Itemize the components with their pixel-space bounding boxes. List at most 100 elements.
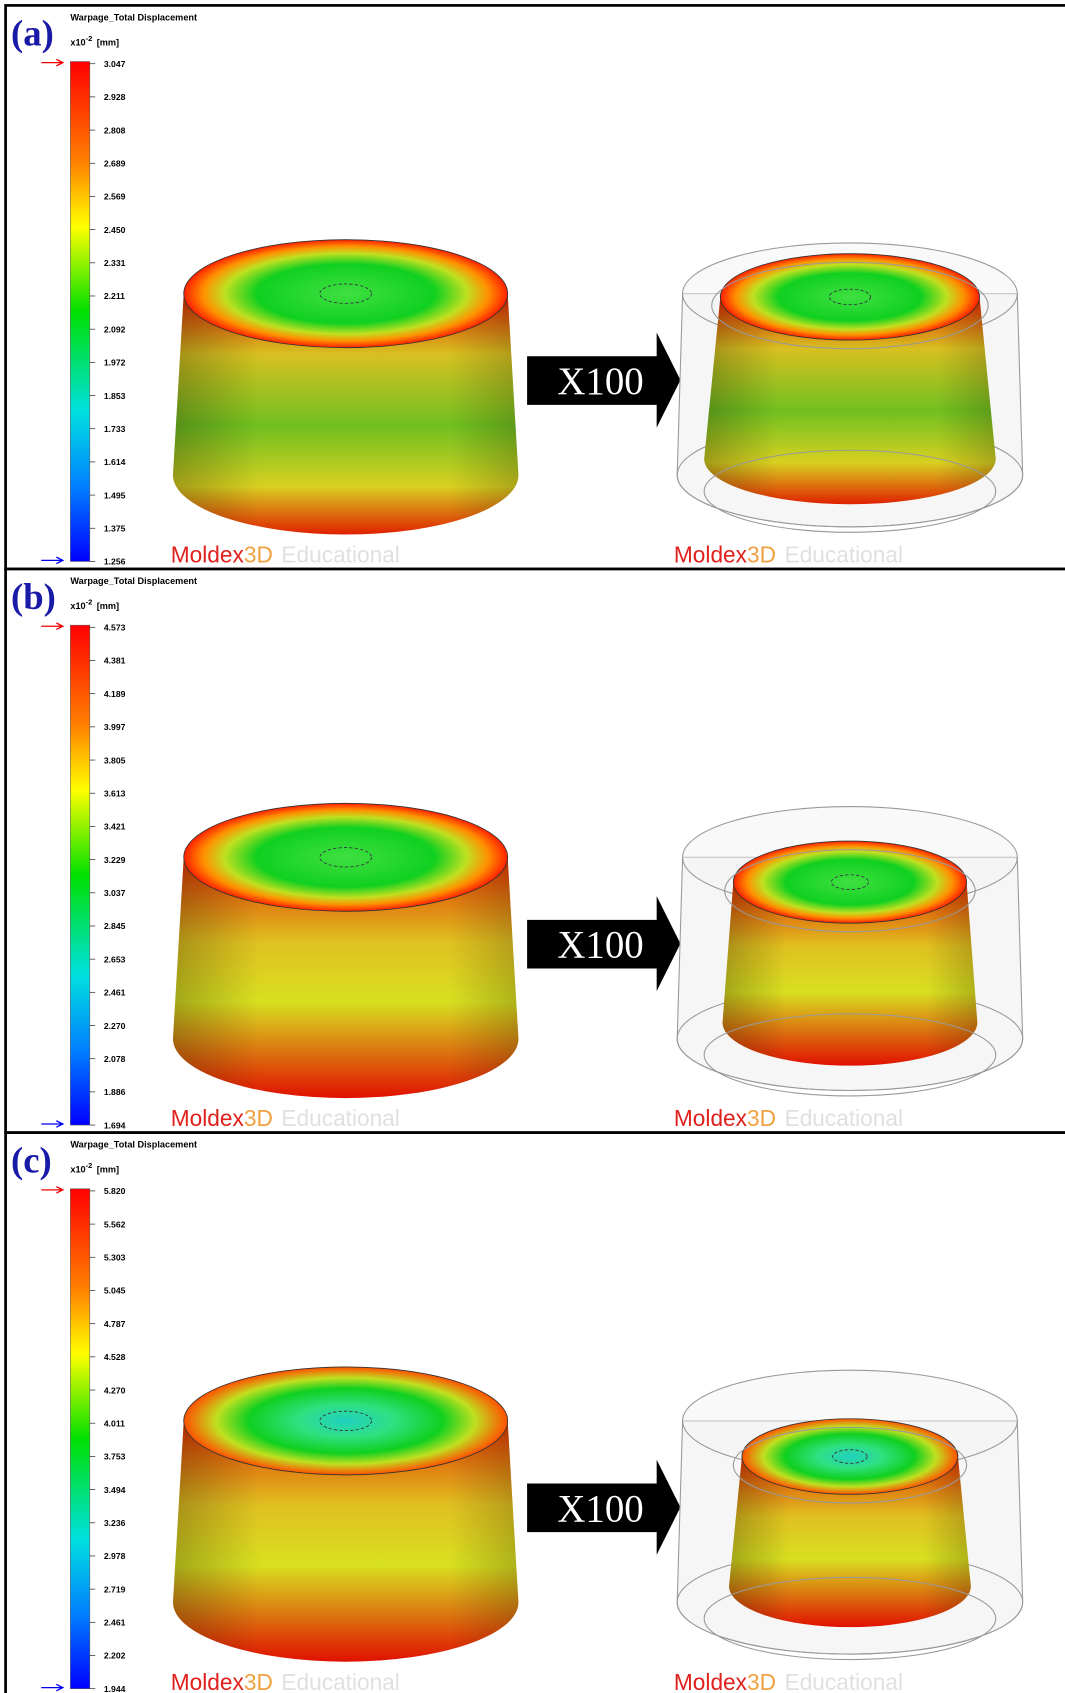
watermark-edition: Educational: [281, 1105, 399, 1131]
legend-tick-label: 3.236: [104, 1518, 126, 1528]
watermark-edition: Educational: [281, 542, 399, 568]
legend-tick-label: 1.256: [104, 557, 126, 567]
watermark-3d: 3D: [244, 1105, 273, 1131]
cylinder-top: [733, 841, 966, 923]
legend-tick-label: 3.421: [104, 822, 126, 832]
legend-exp: -2: [86, 34, 93, 43]
watermark: Moldex3D Educational: [674, 1105, 903, 1131]
watermark-brand: Moldex: [674, 1105, 748, 1131]
legend-tick-label: 5.562: [104, 1219, 126, 1229]
cylinder-top: [184, 1367, 508, 1475]
legend-tick-label: 1.972: [104, 358, 126, 368]
panel: (a) Warpage_Total Displacement x10-2 [mm] 3.…: [6, 5, 1065, 569]
legend-tick-label: 1.944: [104, 1684, 126, 1693]
legend-tick-label: 1.495: [104, 490, 126, 500]
watermark-brand: Moldex: [171, 1669, 245, 1693]
legend-tick-label: 1.733: [104, 424, 126, 434]
legend-tick-label: 1.853: [104, 391, 126, 401]
legend-unit: [mm]: [97, 37, 119, 47]
legend-tick-label: 5.820: [104, 1186, 126, 1196]
legend-tick-label: 3.997: [104, 722, 126, 732]
legend-tick-label: 2.202: [104, 1651, 126, 1661]
legend-tick-label: 2.092: [104, 324, 126, 334]
watermark-3d: 3D: [244, 542, 273, 568]
legend-tick-label: 5.045: [104, 1286, 126, 1296]
legend-tick-label: 3.613: [104, 788, 126, 798]
legend-unit: [mm]: [97, 601, 119, 611]
legend-tick-label: 3.037: [104, 888, 126, 898]
watermark: Moldex3D Educational: [674, 542, 903, 568]
legend-tick-label: 1.614: [104, 457, 126, 467]
legend-unit: [mm]: [97, 1165, 119, 1175]
arrow-label: X100: [557, 360, 643, 403]
cylinder-top: [184, 240, 508, 348]
panel-label: (a): [11, 12, 54, 53]
legend-tick-label: 2.078: [104, 1054, 126, 1064]
watermark-edition: Educational: [785, 1669, 903, 1693]
legend-tick-label: 2.461: [104, 988, 126, 998]
arrow-label: X100: [557, 924, 643, 967]
legend-tick-label: 2.270: [104, 1021, 126, 1031]
legend-tick-label: 3.494: [104, 1485, 126, 1495]
panel: (c) Warpage_Total Displacement x10-2 [mm] 5.…: [6, 1133, 1065, 1693]
watermark-brand: Moldex: [674, 542, 748, 568]
legend-tick-label: 5.303: [104, 1253, 126, 1263]
legend-x10: x10: [70, 37, 85, 47]
legend-tick-label: 1.886: [104, 1087, 126, 1097]
watermark-3d: 3D: [244, 1669, 273, 1693]
panel-label: (c): [11, 1140, 52, 1181]
legend-tick-label: 2.808: [104, 125, 126, 135]
legend-tick-label: 2.211: [104, 291, 125, 301]
cylinder-top: [742, 1419, 958, 1495]
legend-tick-label: 4.787: [104, 1319, 126, 1329]
legend-exp: -2: [86, 598, 93, 607]
legend-title: Warpage_Total Displacement: [70, 13, 197, 23]
legend-tick-label: 2.653: [104, 954, 126, 964]
watermark-3d: 3D: [747, 1105, 776, 1131]
watermark-brand: Moldex: [171, 542, 245, 568]
legend-tick-label: 3.805: [104, 755, 126, 765]
color-bar: [70, 62, 89, 562]
watermark-edition: Educational: [785, 542, 903, 568]
legend-tick-label: 4.189: [104, 689, 126, 699]
legend-tick-label: 2.845: [104, 921, 126, 931]
legend-title: Warpage_Total Displacement: [70, 576, 197, 586]
legend-tick-label: 2.331: [104, 258, 126, 268]
arrow-label: X100: [557, 1487, 643, 1530]
legend-tick-label: 2.569: [104, 192, 126, 202]
watermark-3d: 3D: [747, 1669, 776, 1693]
legend-x10: x10: [70, 601, 85, 611]
legend-tick-label: 1.375: [104, 524, 126, 534]
watermark: Moldex3D Educational: [674, 1669, 903, 1693]
legend-x10: x10: [70, 1165, 85, 1175]
legend-tick-label: 1.694: [104, 1120, 126, 1130]
legend-tick-label: 2.978: [104, 1551, 126, 1561]
legend-tick-label: 2.461: [104, 1618, 126, 1628]
legend-tick-label: 2.689: [104, 158, 126, 168]
legend-tick-label: 4.528: [104, 1352, 126, 1362]
legend-tick-label: 3.047: [104, 59, 126, 69]
legend-tick-label: 2.719: [104, 1584, 126, 1594]
color-bar: [70, 625, 89, 1125]
cylinder-top: [184, 803, 508, 911]
legend-tick-label: 2.928: [104, 92, 126, 102]
legend-tick-label: 4.381: [104, 656, 126, 666]
cylinder-top: [720, 254, 979, 340]
legend-tick-label: 4.270: [104, 1385, 126, 1395]
legend-tick-label: 2.450: [104, 225, 126, 235]
legend-exp: -2: [86, 1161, 93, 1170]
watermark-edition: Educational: [785, 1105, 903, 1131]
legend-tick-label: 3.753: [104, 1452, 126, 1462]
panel: (b) Warpage_Total Displacement x10-2 [mm] 4.…: [6, 569, 1065, 1133]
legend-title: Warpage_Total Displacement: [70, 1140, 197, 1150]
color-bar: [70, 1189, 89, 1689]
watermark-brand: Moldex: [674, 1669, 748, 1693]
page: (a)Warpage_Total Displacementx10-2[mm]3.…: [0, 0, 1065, 1693]
legend-tick-label: 3.229: [104, 855, 126, 865]
panel-label: (b): [11, 576, 56, 617]
legend-tick-label: 4.011: [104, 1418, 125, 1428]
watermark-3d: 3D: [747, 542, 776, 568]
watermark: Moldex3D Educational: [171, 542, 400, 568]
